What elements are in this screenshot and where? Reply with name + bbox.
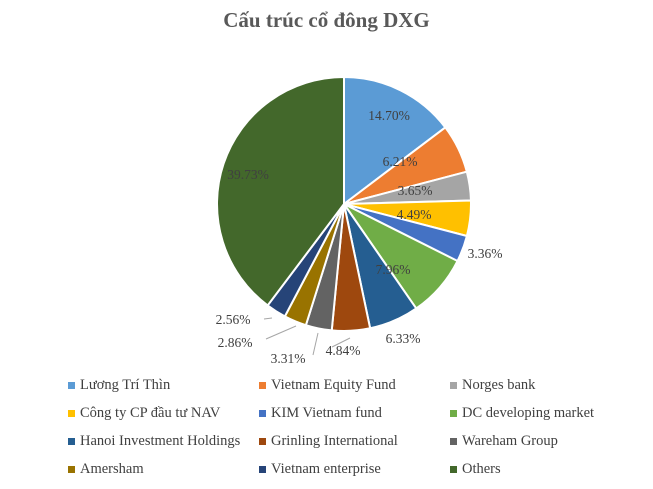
- pie-slice: [343, 75, 447, 207]
- legend-swatch: [259, 382, 266, 389]
- legend-label: DC developing market: [462, 405, 595, 421]
- legend-item: Vietnam enterprise: [259, 460, 450, 479]
- legend-label: Vietnam Equity Fund: [271, 377, 396, 393]
- legend-swatch: [68, 466, 75, 473]
- legend-swatch: [259, 410, 266, 417]
- legend-item: Wareham Group: [450, 432, 628, 451]
- slice-value-label: 14.70%: [368, 108, 410, 123]
- leader-line: [331, 337, 351, 348]
- legend-item: KIM Vietnam fund: [259, 404, 450, 423]
- slice-value-label: 3.31%: [271, 351, 306, 366]
- slice-value-label: 2.56%: [216, 312, 251, 327]
- chart-title: Cấu trúc cổ đông DXG: [223, 8, 430, 32]
- legend-item: DC developing market: [450, 404, 628, 423]
- leader-line: [263, 317, 273, 320]
- legend-item: Grinling International: [259, 432, 450, 451]
- legend-swatch: [450, 410, 457, 417]
- legend-label: Norges bank: [462, 377, 536, 393]
- legend-swatch: [450, 382, 457, 389]
- legend-swatch: [68, 410, 75, 417]
- legend-label: Hanoi Investment Holdings: [80, 433, 241, 449]
- legend-item: Others: [450, 460, 628, 479]
- legend-swatch: [259, 466, 266, 473]
- legend-item: Lương Trí Thìn: [68, 376, 259, 395]
- legend-label: Amersham: [80, 461, 144, 477]
- legend-label: Vietnam enterprise: [271, 461, 381, 477]
- legend-label: Others: [462, 461, 501, 477]
- legend-label: KIM Vietnam fund: [271, 405, 382, 421]
- slice-value-label: 3.36%: [468, 246, 503, 261]
- slice-value-label: 4.49%: [397, 207, 432, 222]
- slice-value-label: 39.73%: [227, 167, 269, 182]
- slice-value-label: 7.96%: [376, 262, 411, 277]
- legend-item: Vietnam Equity Fund: [259, 376, 450, 395]
- legend-label: Grinling International: [271, 433, 398, 449]
- legend-swatch: [68, 438, 75, 445]
- slice-value-label: 3.65%: [398, 183, 433, 198]
- slice-value-label: 2.86%: [218, 335, 253, 350]
- leader-line: [265, 325, 297, 340]
- legend-label: Công ty CP đầu tư NAV: [80, 405, 221, 421]
- legend-item: Hanoi Investment Holdings: [68, 432, 259, 451]
- slice-value-label: 4.84%: [326, 343, 361, 358]
- legend-swatch: [68, 382, 75, 389]
- slice-value-label: 6.33%: [386, 331, 421, 346]
- legend-item: Norges bank: [450, 376, 628, 395]
- slice-value-label: 6.21%: [383, 154, 418, 169]
- pie-chart: 14.70% 6.21% 3.65% 4.49% 3.36% 7.96% 6.33% 4.84…: [216, 75, 503, 366]
- legend-swatch: [450, 438, 457, 445]
- legend-label: Wareham Group: [462, 433, 558, 449]
- chart-legend: Lương Trí Thìn Vietnam Equity Fund Norges …: [68, 376, 628, 479]
- legend-swatch: [450, 466, 457, 473]
- leader-line: [312, 332, 319, 356]
- pie-slice: [216, 75, 345, 307]
- legend-item: Amersham: [68, 460, 259, 479]
- legend-label: Lương Trí Thìn: [80, 377, 171, 393]
- legend-swatch: [259, 438, 266, 445]
- legend-item: Công ty CP đầu tư NAV: [68, 404, 259, 423]
